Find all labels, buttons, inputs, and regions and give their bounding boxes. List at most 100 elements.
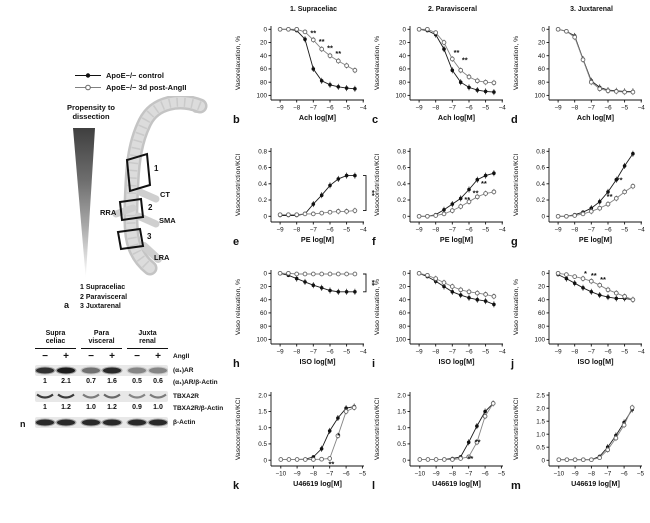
svg-text:100: 100 [256, 93, 267, 100]
panel-label-n: n [20, 419, 26, 429]
legend: ApoE−/− control ApoE−/− 3d post-AngII [74, 69, 186, 93]
svg-text:0.8: 0.8 [397, 149, 406, 156]
svg-text:PE log[M]: PE log[M] [301, 235, 334, 244]
svg-text:20: 20 [260, 284, 268, 291]
svg-text:−4: −4 [499, 227, 507, 234]
svg-text:−9: −9 [277, 105, 285, 112]
svg-text:**: ** [464, 195, 470, 204]
blot-values-row: 1 1.2 1.0 1.2 0.9 1.0 TBXA2R/β-Actin [35, 404, 245, 416]
column-headers: 1. Supraceliac 2. Paravisceral 3. Juxtar… [231, 2, 648, 20]
svg-text:20: 20 [538, 40, 546, 47]
chart-svg-j: 0 20 40 60 80 100 −9 −8 −7 −6 −5 −4 Vaso relaxation,… [510, 269, 646, 370]
column-header-supraceliac: 1. Supraceliac [289, 6, 338, 13]
svg-text:−9: −9 [277, 227, 285, 234]
svg-text:−6: −6 [465, 227, 473, 234]
svg-text:−5: −5 [482, 105, 490, 112]
svg-text:1.5: 1.5 [258, 409, 267, 416]
svg-text:−5: −5 [621, 105, 629, 112]
svg-text:0: 0 [263, 271, 267, 278]
svg-text:−4: −4 [638, 349, 646, 356]
chart-svg-c: 0 20 40 60 80 100 −9 −8 −7 −6 −5 −4 Vasorelaxation, … [372, 26, 506, 126]
svg-text:40: 40 [260, 53, 268, 60]
svg-text:−8: −8 [432, 105, 440, 112]
svg-text:−7: −7 [310, 227, 318, 234]
svg-text:−9: −9 [416, 349, 424, 356]
propensity-gradient-wedge [73, 128, 95, 278]
svg-text:−6: −6 [482, 471, 490, 478]
svg-text:−6: −6 [604, 105, 612, 112]
svg-text:0.6: 0.6 [397, 165, 406, 172]
region-box-3 [116, 227, 145, 251]
chart-grid: 0 20 40 60 80 100 −9 −8 −7 −6 −5 −4 Vasorelaxation, … [231, 20, 648, 508]
chart-svg-g: 0 0.2 0.4 0.6 0.8 −9 −8 −7 −6 −5 −4 Vasoconstrictio… [511, 148, 645, 248]
blot-value: 1 [43, 404, 47, 411]
svg-text:−5: −5 [359, 471, 367, 478]
region-list-item-2: 2 Paravisceral [80, 293, 128, 301]
svg-text:m: m [511, 480, 521, 492]
svg-text:U46619 log[M]: U46619 log[M] [432, 479, 481, 488]
column-header-paravisceral: 2. Paravisceral [427, 6, 478, 13]
svg-text:0: 0 [541, 214, 545, 221]
svg-text:−4: −4 [638, 105, 646, 112]
blot-band-strip [35, 391, 168, 402]
svg-text:−5: −5 [498, 471, 506, 478]
svg-text:−6: −6 [326, 105, 334, 112]
svg-text:Vasoconstriction/KCl: Vasoconstriction/KCl [374, 153, 381, 216]
svg-text:Vaso relaxation, %: Vaso relaxation, % [235, 279, 242, 335]
blot-band-label: TBXA2R [173, 393, 200, 400]
svg-text:100: 100 [534, 337, 545, 344]
chart-svg-e: 0 0.2 0.4 0.6 0.8 −9 −8 −7 −6 −5 −4 Vasoconstrictio… [233, 148, 377, 248]
svg-text:0.5: 0.5 [258, 441, 267, 448]
svg-text:Ach log[M]: Ach log[M] [438, 113, 475, 122]
chart-svg-b: 0 20 40 60 80 100 −9 −8 −7 −6 −5 −4 Vasorelaxation, … [233, 26, 367, 126]
blot-value: 1.6 [107, 378, 117, 385]
svg-text:0: 0 [402, 214, 406, 221]
svg-text:**: ** [617, 176, 623, 185]
svg-text:U46619 log[M]: U46619 log[M] [571, 479, 620, 488]
svg-text:0: 0 [263, 457, 267, 464]
svg-text:−9: −9 [555, 349, 563, 356]
svg-text:**: ** [328, 459, 334, 468]
svg-text:0.2: 0.2 [258, 197, 267, 204]
svg-text:−6: −6 [343, 471, 351, 478]
svg-text:40: 40 [538, 53, 546, 60]
svg-text:0.5: 0.5 [536, 444, 545, 451]
chart-panel-b: 0 20 40 60 80 100 −9 −8 −7 −6 −5 −4 Vasorelaxation, … [231, 20, 370, 142]
blot-group-header: Juxta renal [127, 330, 168, 349]
svg-text:20: 20 [260, 40, 268, 47]
svg-text:80: 80 [538, 79, 546, 86]
svg-text:−7: −7 [449, 227, 457, 234]
chart-panel-j: 0 20 40 60 80 100 −9 −8 −7 −6 −5 −4 Vaso relaxation,… [509, 264, 648, 386]
blot-lane-sign: + [63, 351, 69, 362]
svg-text:−9: −9 [555, 227, 563, 234]
propensity-label-line1: Propensity to [67, 103, 115, 112]
svg-text:100: 100 [534, 93, 545, 100]
region-list-item-3: 3 Juxtarenal [80, 303, 121, 310]
svg-text:0.8: 0.8 [258, 149, 267, 156]
svg-text:0.4: 0.4 [536, 181, 545, 188]
svg-text:−9: −9 [572, 471, 580, 478]
legend-item: ApoE−/− 3d post-AngII [74, 81, 186, 93]
svg-text:0: 0 [402, 271, 406, 278]
svg-text:60: 60 [399, 66, 407, 73]
svg-text:−8: −8 [310, 471, 318, 478]
svg-text:0: 0 [263, 27, 267, 34]
chart-panel-e: 0 0.2 0.4 0.6 0.8 −9 −8 −7 −6 −5 −4 Vasoconstrictio… [231, 142, 377, 264]
svg-text:−7: −7 [310, 105, 318, 112]
svg-text:0.6: 0.6 [536, 165, 545, 172]
svg-text:−7: −7 [449, 105, 457, 112]
blot-value: 0.9 [132, 404, 142, 411]
svg-text:−5: −5 [343, 349, 351, 356]
blot-band-row: TBXA2R [35, 390, 245, 404]
blot-band-row: (α₁)AR [34, 364, 245, 378]
blot-lane-sign: − [134, 351, 140, 362]
svg-text:0.8: 0.8 [536, 149, 545, 156]
svg-text:b: b [233, 114, 240, 126]
chart-panel-c: 0 20 40 60 80 100 −9 −8 −7 −6 −5 −4 Vasorelaxation, … [370, 20, 509, 142]
svg-text:0: 0 [541, 271, 545, 278]
chart-panel-m: 0 0.5 1.0 1.5 2.0 2.5 −10 −9 −8 −7 −6 −5 Vasoconstri… [509, 386, 648, 508]
svg-text:−6: −6 [326, 349, 334, 356]
svg-text:*: * [337, 431, 340, 440]
blot-band-label: (α₁)AR [173, 367, 194, 374]
